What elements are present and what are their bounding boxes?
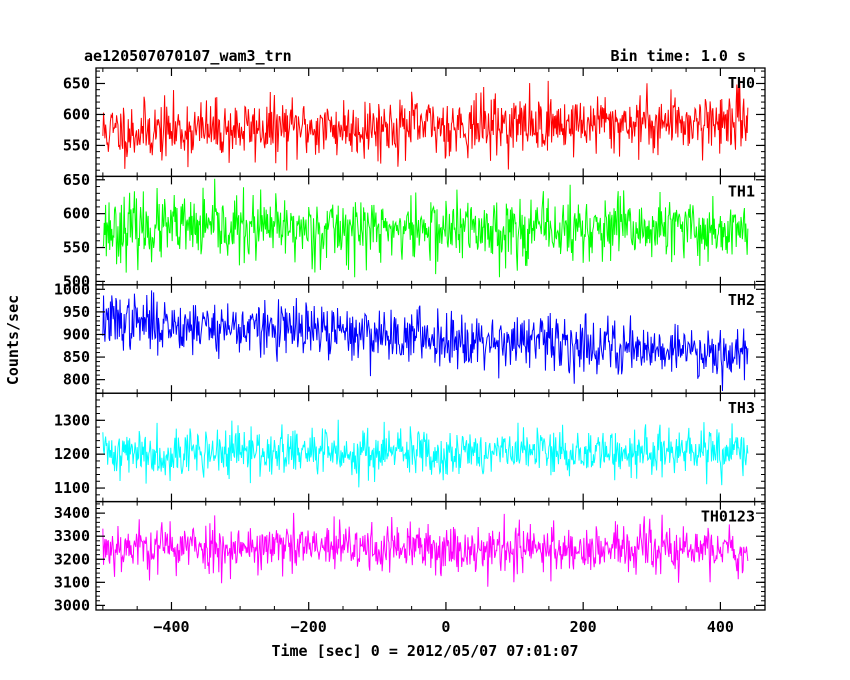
chart-title-left: ae120507070107_wam3_trn — [84, 47, 292, 65]
y-tick-label-th0-650: 650 — [63, 74, 90, 92]
x-tick-label--400: −400 — [153, 618, 189, 636]
y-tick-label-th1-550: 550 — [63, 239, 90, 257]
y-tick-label-th0123-3000: 3000 — [54, 596, 90, 614]
x-tick-label--200: −200 — [291, 618, 327, 636]
panel-frame-th0123 — [95, 500, 766, 611]
y-tick-label-th0123-3400: 3400 — [54, 504, 90, 522]
y-tick-label-th0123-3100: 3100 — [54, 573, 90, 591]
y-tick-label-th0-600: 600 — [63, 105, 90, 123]
panel-label-th0123: TH0123 — [701, 508, 755, 526]
panels-group: 550 600 650 TH0 500 550 600 650 TH1 800 850 900 950 1… — [54, 67, 766, 636]
x-tick-label-400: 400 — [707, 618, 734, 636]
y-tick-label-th3-1100: 1100 — [54, 479, 90, 497]
series-line-th0123 — [102, 512, 749, 587]
y-tick-label-th1-600: 600 — [63, 205, 90, 223]
series-line-th3 — [102, 419, 749, 488]
y-tick-label-th3-1200: 1200 — [54, 445, 90, 463]
y-tick-label-th2-800: 800 — [63, 371, 90, 389]
y-tick-label-th0123-3200: 3200 — [54, 550, 90, 568]
series-line-th2 — [102, 290, 749, 392]
y-tick-label-th2-1000: 1000 — [54, 280, 90, 298]
x-tick-label-0: 0 — [441, 618, 450, 636]
y-tick-label-th1-500: 500 — [63, 272, 90, 290]
y-tick-label-th0123-3300: 3300 — [54, 527, 90, 545]
panel-label-th3: TH3 — [728, 399, 755, 417]
y-tick-label-th0-550: 550 — [63, 136, 90, 154]
chart-title-right: Bin time: 1.0 s — [611, 47, 746, 65]
y-tick-label-th2-900: 900 — [63, 325, 90, 343]
y-tick-label-th3-1300: 1300 — [54, 411, 90, 429]
panel-label-th1: TH1 — [728, 182, 755, 200]
y-tick-label-th1-650: 650 — [63, 171, 90, 189]
y-tick-label-th2-950: 950 — [63, 303, 90, 321]
panel-label-th2: TH2 — [728, 291, 755, 309]
series-line-th0 — [102, 79, 749, 171]
y-tick-label-th2-850: 850 — [63, 348, 90, 366]
panel-label-th0: TH0 — [728, 74, 755, 92]
x-tick-label-200: 200 — [570, 618, 597, 636]
x-axis-label: Time [sec] 0 = 2012/05/07 07:01:07 — [271, 642, 578, 660]
y-axis-label: Counts/sec — [4, 295, 22, 385]
series-line-th1 — [102, 178, 749, 278]
